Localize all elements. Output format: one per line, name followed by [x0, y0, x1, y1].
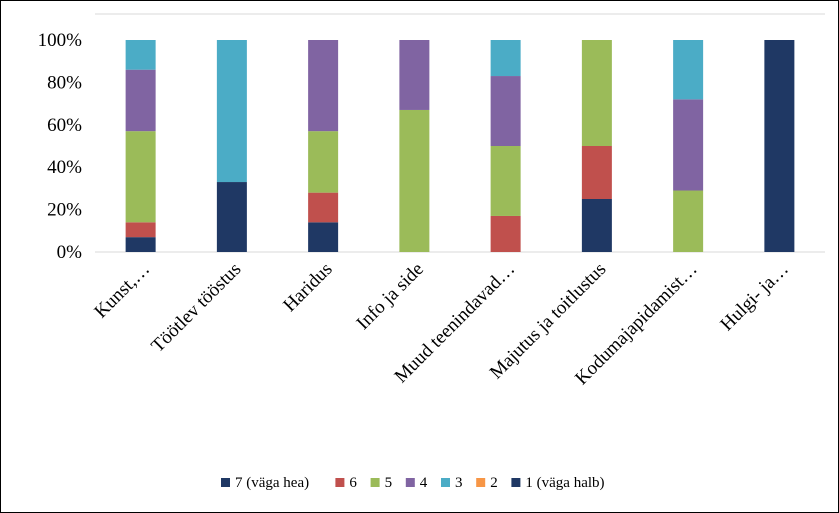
legend-swatch: [405, 478, 415, 487]
y-tick-label: 0%: [57, 242, 83, 263]
bar-segment: [581, 146, 612, 199]
bar-segment: [581, 199, 612, 252]
legend-swatch: [221, 478, 230, 487]
bar-segment: [216, 182, 247, 252]
category-label: Kunst,…: [90, 259, 154, 323]
bar-segment: [490, 215, 521, 252]
y-tick-label: 40%: [47, 157, 82, 178]
legend-label: 4: [420, 475, 428, 491]
legend-swatch: [441, 478, 450, 487]
bar-segment: [399, 109, 430, 253]
legend-label: 3: [455, 475, 463, 491]
bar-segment: [399, 40, 430, 110]
bar-segment: [125, 69, 156, 132]
bar-segment: [581, 40, 612, 146]
legend-label: 2: [490, 475, 498, 491]
bar-segment: [490, 40, 521, 77]
bar-segment: [764, 40, 795, 252]
legend-swatch: [370, 478, 380, 487]
bar-segment: [673, 40, 704, 100]
bar-segment: [308, 192, 339, 223]
legend-swatch: [476, 478, 486, 487]
bar-segment: [673, 190, 704, 252]
bar-segment: [308, 222, 339, 252]
bar-segment: [308, 40, 339, 132]
legend-label: 1 (väga halb): [525, 475, 604, 491]
legend-swatch: [511, 478, 521, 487]
category-label: Haridus: [279, 259, 336, 316]
legend-label: 7 (väga hea): [235, 475, 309, 491]
category-label: Töötlev tööstus: [147, 259, 245, 357]
bar-segment: [125, 237, 156, 252]
bar-segment: [216, 40, 247, 183]
bar-segment: [308, 131, 339, 193]
bar-segment: [125, 131, 156, 223]
category-label: Hulgi- ja…: [716, 259, 792, 335]
bar-segment: [125, 40, 156, 70]
legend-swatch: [335, 478, 345, 487]
y-tick-label: 20%: [47, 200, 82, 221]
bar-segment: [490, 146, 521, 216]
category-label: Info ja side: [353, 259, 428, 334]
bar-segment: [125, 222, 156, 238]
bar-segment: [673, 99, 704, 191]
y-tick-label: 80%: [47, 72, 82, 93]
legend-label: 6: [349, 475, 357, 491]
legend-label: 5: [385, 475, 393, 491]
y-tick-label: 100%: [38, 30, 83, 51]
y-tick-label: 60%: [47, 115, 82, 136]
bar-segment: [490, 76, 521, 146]
